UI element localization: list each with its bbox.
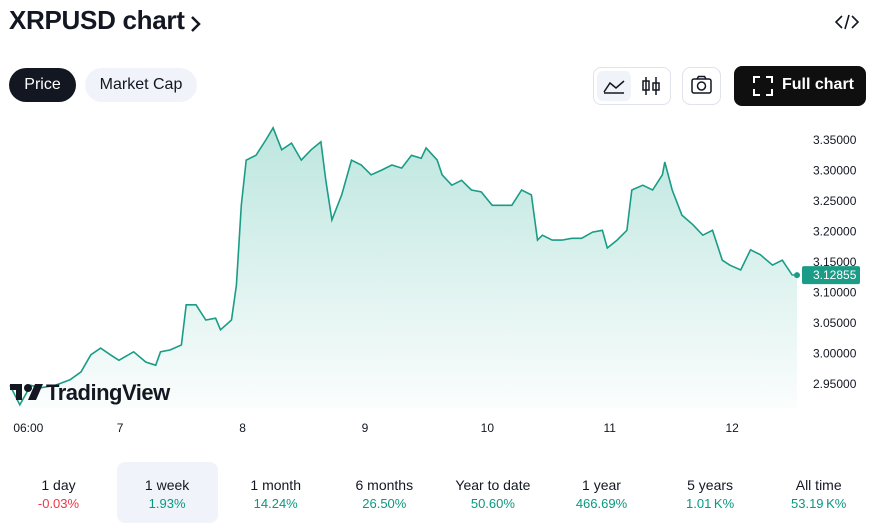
period-change: 26.50%: [362, 496, 407, 511]
fullscreen-icon: [753, 76, 773, 96]
period-change: -0.03%: [37, 496, 80, 511]
price-line: [9, 125, 798, 407]
full-chart-label: Full chart: [782, 76, 855, 93]
full-chart-button[interactable]: Full chart: [734, 66, 866, 106]
period-label: 6 months: [355, 477, 414, 493]
period-tab[interactable]: 1 month 14.24%: [225, 462, 326, 523]
period-tab[interactable]: Year to date 50.60%: [442, 462, 543, 523]
period-label: 5 years: [687, 477, 734, 493]
title[interactable]: XRPUSD chart: [9, 5, 185, 35]
x-tick-label: 10: [481, 421, 495, 435]
period-tab[interactable]: 1 day -0.03%: [8, 462, 109, 523]
period-tab[interactable]: 5 years 1.01 K%: [660, 462, 761, 523]
period-tab[interactable]: All time 53.19 K%: [768, 462, 869, 523]
area-fill: [10, 127, 797, 409]
y-tick-label: 2.95000: [813, 377, 857, 391]
watermark-text: TradingView: [46, 380, 170, 405]
period-label: 1 year: [582, 477, 621, 493]
tv-logo: [10, 384, 43, 400]
period-tab[interactable]: 6 months 26.50%: [334, 462, 435, 523]
watermark: TradingView: [10, 380, 170, 406]
y-tick-label: 3.10000: [813, 286, 857, 300]
y-tick-label: 3.15000: [813, 255, 857, 269]
market-cap-tab[interactable]: Market Cap: [85, 68, 197, 102]
x-tick-label: 9: [362, 421, 369, 435]
price-tab[interactable]: Price: [9, 68, 76, 102]
period-label: 1 week: [144, 477, 190, 493]
period-label: 1 day: [41, 477, 76, 493]
x-tick-label: 06:00: [13, 421, 43, 435]
area-style-button[interactable]: [597, 71, 631, 101]
x-tick-label: 8: [239, 421, 246, 435]
chart-style-group: [593, 67, 671, 105]
price-tag: [802, 266, 860, 285]
y-tick-label: 3.00000: [813, 347, 857, 361]
period-tab[interactable]: 1 week 1.93%: [116, 462, 218, 523]
y-tick-label: 3.25000: [813, 194, 857, 208]
period-change: 53.19 K%: [791, 496, 847, 511]
period-change: 50.60%: [470, 496, 515, 511]
price-tag-label: 3.12855: [813, 268, 857, 282]
y-tick-label: 3.30000: [813, 164, 857, 178]
x-tick-label: 11: [604, 421, 617, 435]
embed-icon[interactable]: [834, 12, 860, 32]
period-label: All time: [795, 477, 842, 493]
x-tick-label: 7: [117, 421, 124, 435]
period-change: 1.01 K%: [686, 496, 735, 511]
period-label: 1 month: [250, 477, 301, 493]
x-tick-label: 12: [725, 421, 739, 435]
period-change: 1.93%: [148, 496, 186, 511]
period-label: Year to date: [455, 477, 531, 493]
period-change: 14.24%: [253, 496, 298, 511]
period-change: 466.69%: [575, 496, 628, 511]
candle-style-button[interactable]: [636, 71, 666, 101]
last-point: [794, 272, 800, 279]
y-tick-label: 3.35000: [813, 133, 857, 147]
y-tick-label: 3.05000: [813, 316, 857, 330]
y-tick-label: 3.20000: [813, 225, 857, 239]
period-tab[interactable]: 1 year 466.69%: [551, 462, 652, 523]
chevron-icon[interactable]: [189, 14, 203, 34]
snapshot-button[interactable]: [682, 67, 721, 105]
